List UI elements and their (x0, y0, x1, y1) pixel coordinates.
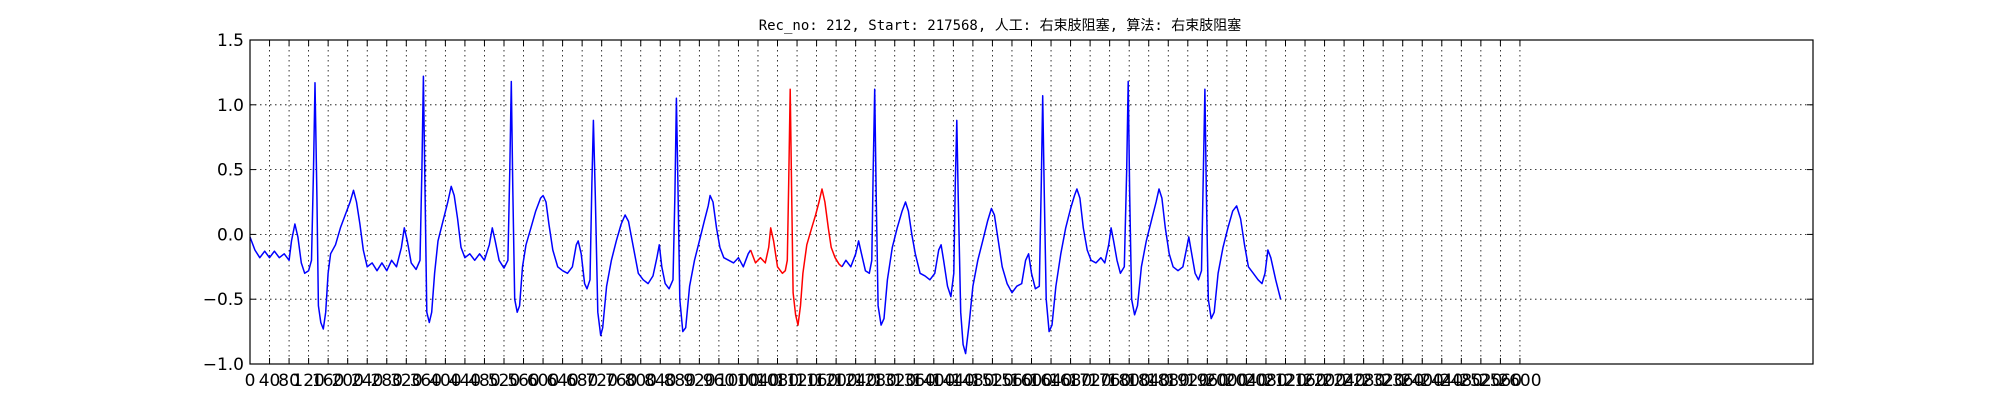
x-tick-label: 1880 (1147, 371, 1190, 391)
x-tick-label: 2120 (1264, 371, 1307, 391)
x-tick-label: 1000 (717, 371, 760, 391)
x-tick-label: 760 (605, 371, 637, 391)
x-tick-label: 880 (664, 371, 696, 391)
series-layer (249, 75, 1282, 355)
y-tick-label: 1.0 (217, 96, 244, 116)
x-tick-label: 1720 (1068, 371, 1111, 391)
x-tick-label: 480 (468, 371, 500, 391)
x-tick-label: 2040 (1225, 371, 1268, 391)
x-tick-label: 0 (245, 371, 256, 391)
x-tick-label: 1600 (1010, 371, 1053, 391)
x-tick-label: 1520 (971, 371, 1014, 391)
x-tick-label: 1480 (951, 371, 994, 391)
x-tick-label: 2240 (1322, 371, 1365, 391)
x-tick-label: 600 (527, 371, 559, 391)
x-tick-label: 1920 (1166, 371, 1209, 391)
x-tick-label: 1360 (893, 371, 936, 391)
chart-title: Rec_no: 212, Start: 217568, 人工: 右束肢阻塞, 算… (759, 17, 1242, 34)
x-tick-label: 520 (488, 371, 520, 391)
x-tick-label: 80 (278, 371, 300, 391)
x-tick-label: 2280 (1342, 371, 1385, 391)
y-tick-label: 0.5 (217, 161, 244, 181)
x-tick-label: 1200 (814, 371, 857, 391)
x-tick-label: 2000 (1205, 371, 1248, 391)
ecg-series-segment-1 (249, 75, 752, 337)
x-tick-label: 280 (371, 371, 403, 391)
x-tick-label: 2520 (1459, 371, 1502, 391)
x-tick-label: 1440 (932, 371, 975, 391)
y-axis-ticks: −1.0 −0.5 0.0 0.5 1.0 1.5 (203, 31, 1813, 375)
x-tick-label: 800 (625, 371, 657, 391)
x-tick-label: 1120 (775, 371, 818, 391)
y-tick-label: −0.5 (203, 290, 244, 310)
x-tick-label: 1560 (990, 371, 1033, 391)
x-tick-label: 1320 (873, 371, 916, 391)
x-tick-label: 560 (507, 371, 539, 391)
x-tick-label: 2160 (1283, 371, 1326, 391)
ecg-series-segment-2 (749, 88, 843, 326)
x-axis-ticks: 0 408012016020024028032036040044048052056… (245, 40, 1542, 391)
x-tick-label: 1760 (1088, 371, 1131, 391)
x-tick-label: 2480 (1440, 371, 1483, 391)
ecg-series-segment-3 (841, 80, 1282, 355)
x-tick-label: 2600 (1498, 371, 1541, 391)
x-tick-label: 200 (331, 371, 363, 391)
x-tick-label: 1240 (834, 371, 877, 391)
x-tick-label: 1040 (736, 371, 779, 391)
x-tick-label: 2440 (1420, 371, 1463, 391)
x-tick-label: 320 (390, 371, 422, 391)
x-tick-label: 160 (312, 371, 344, 391)
x-tick-label: 960 (703, 371, 735, 391)
x-tick-label: 440 (449, 371, 481, 391)
x-tick-label: 240 (351, 371, 383, 391)
x-tick-label: 400 (429, 371, 461, 391)
x-tick-label: 920 (683, 371, 715, 391)
x-tick-label: 1960 (1186, 371, 1229, 391)
x-tick-label: 120 (292, 371, 324, 391)
x-tick-label: 40 (259, 371, 281, 391)
y-tick-label: 0.0 (217, 225, 244, 245)
x-tick-label: 2360 (1381, 371, 1424, 391)
x-tick-label: 1080 (756, 371, 799, 391)
x-tick-label: 1840 (1127, 371, 1170, 391)
x-tick-label: 1160 (795, 371, 838, 391)
x-tick-label: 2400 (1401, 371, 1444, 391)
y-tick-label: 1.5 (217, 31, 244, 51)
x-tick-label: 1800 (1108, 371, 1151, 391)
x-tick-label: 1280 (854, 371, 897, 391)
x-tick-label: 840 (644, 371, 676, 391)
x-tick-label: 2200 (1303, 371, 1346, 391)
x-tick-label: 640 (546, 371, 578, 391)
x-tick-label: 1400 (912, 371, 955, 391)
x-tick-label: 680 (566, 371, 598, 391)
x-tick-label: 2080 (1244, 371, 1287, 391)
x-tick-label: 720 (585, 371, 617, 391)
grid-lines (249, 39, 1813, 365)
x-tick-label: 2560 (1479, 371, 1522, 391)
x-tick-label: 360 (410, 371, 442, 391)
y-tick-label: −1.0 (203, 355, 244, 375)
x-tick-label: 2320 (1362, 371, 1405, 391)
x-tick-label: 1640 (1029, 371, 1072, 391)
x-tick-label: 1680 (1049, 371, 1092, 391)
